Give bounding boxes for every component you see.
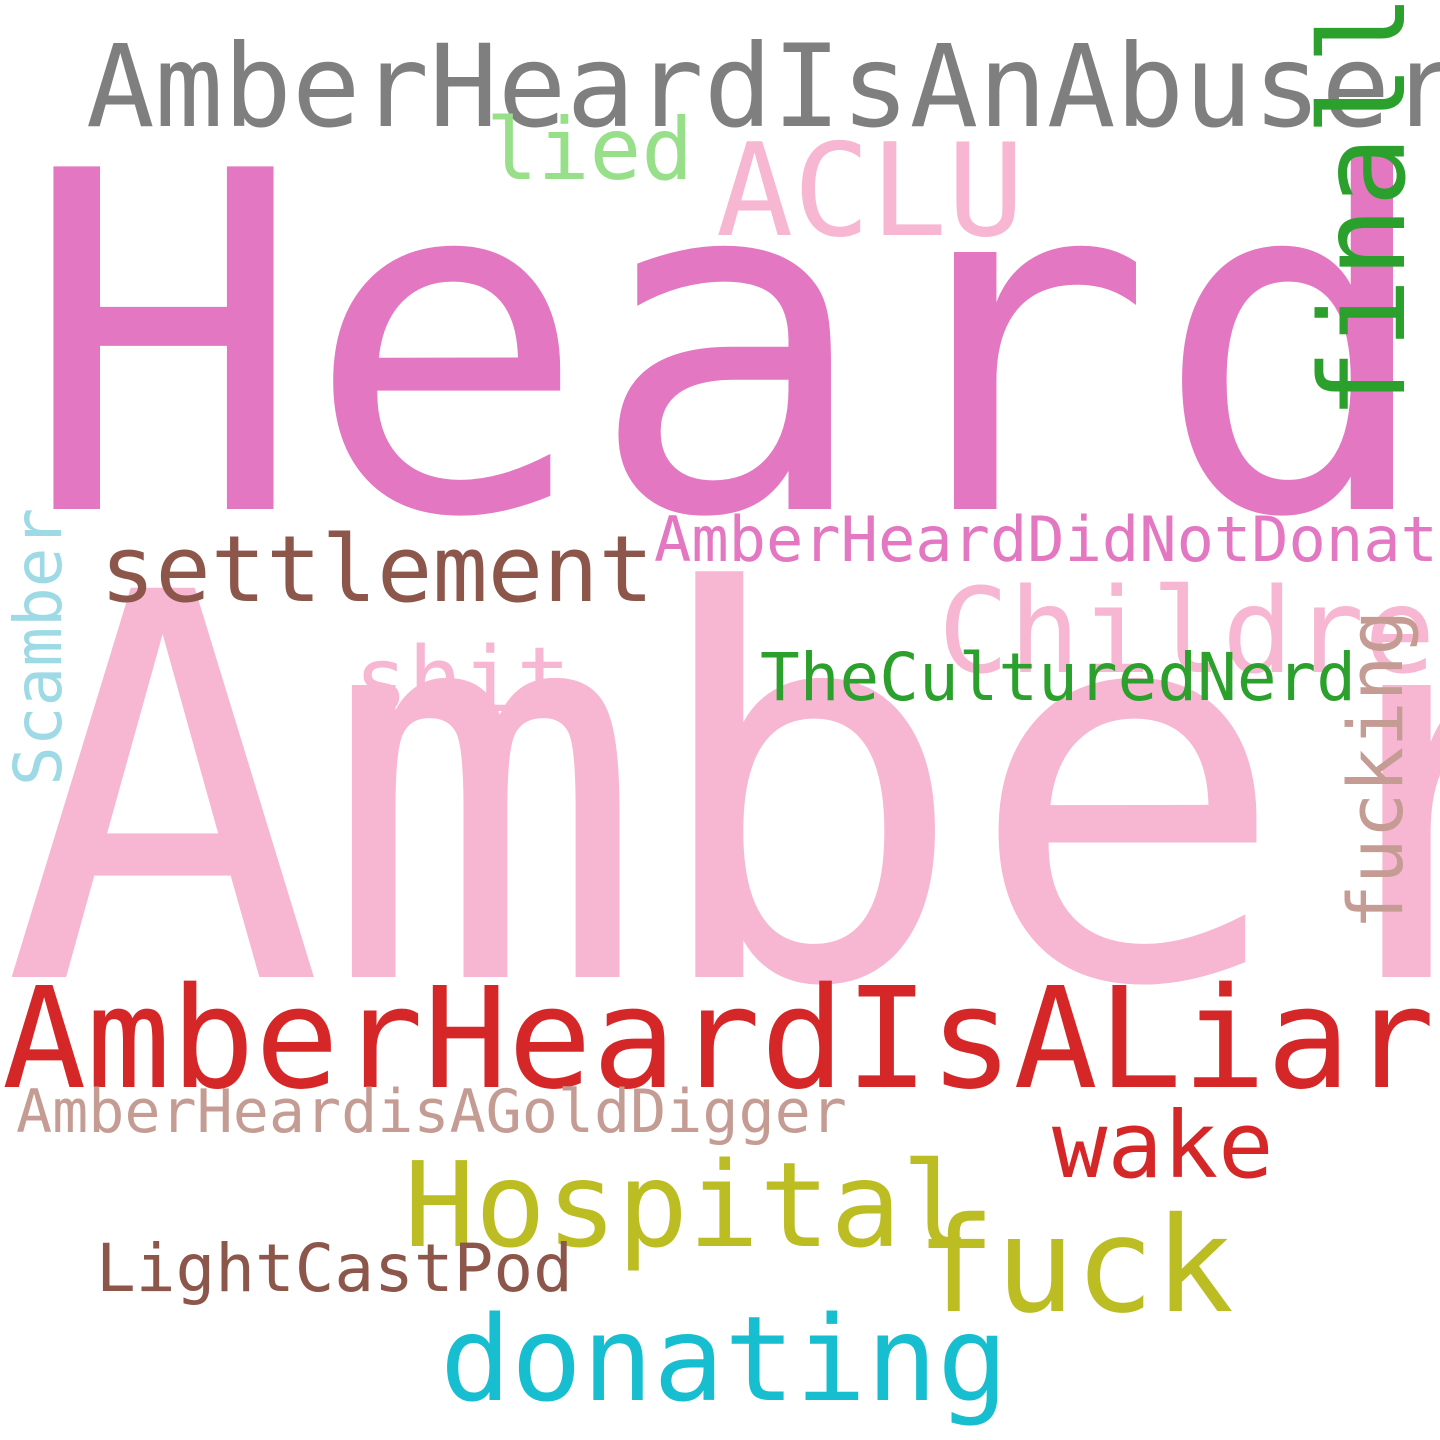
word-heard: Heard <box>22 73 1437 620</box>
word-amberhearddidnotdonate: AmberHeardDidNotDonate <box>654 503 1440 576</box>
word-lied: lied <box>486 100 694 200</box>
word-lightcastpod: LightCastPod <box>96 1230 573 1307</box>
word-children: Children <box>938 562 1440 700</box>
word-aclu: ACLU <box>716 117 1025 266</box>
word-theculturednerd: TheCulturedNerd <box>760 639 1357 716</box>
word-fuck: fuck <box>916 1189 1234 1343</box>
word-wake: wake <box>1052 1092 1274 1199</box>
word-amberheardisanabuser: AmberHeardIsAnAbuser <box>86 20 1440 153</box>
word-settlement: settlement <box>100 516 654 623</box>
word-hospital: Hospital <box>404 1136 973 1274</box>
word-amberheardisagolddigger: AmberHeardisAGoldDigger <box>16 1077 847 1147</box>
word-amber: Amber <box>2 481 1440 1103</box>
word-shit: shit <box>354 628 571 733</box>
word-donating: donating <box>440 1290 1009 1428</box>
word-fucking: fucking <box>1331 609 1420 930</box>
word-scamber: Scamber <box>0 507 77 786</box>
word-amberheardisaliar: AmberHeardIsALiar <box>2 958 1435 1121</box>
word-finally: finally <box>1294 0 1432 420</box>
